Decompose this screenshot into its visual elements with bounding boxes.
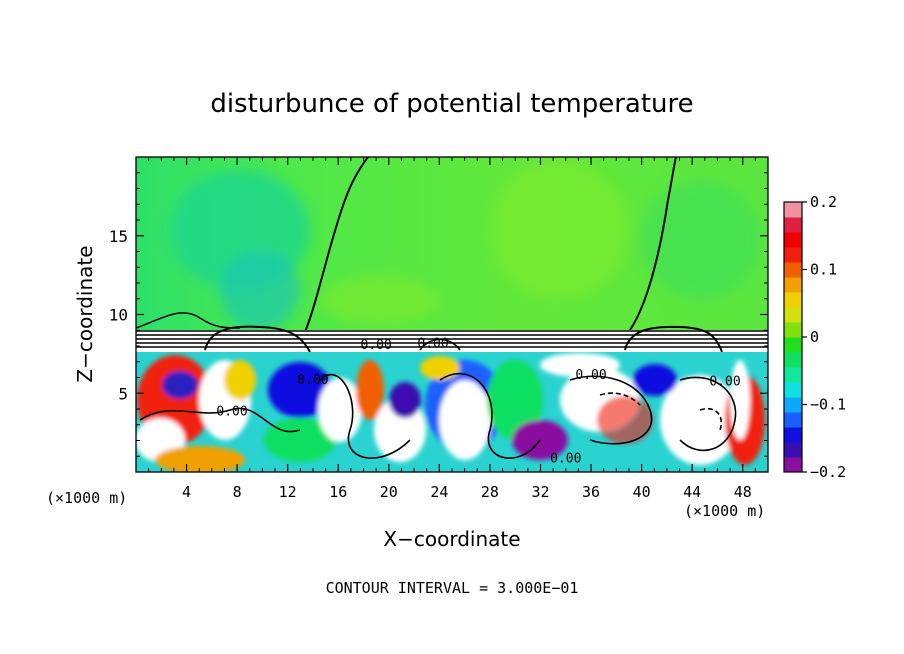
colorbar-segment — [784, 322, 802, 338]
x-tick-label: 24 — [430, 483, 448, 501]
contour-upper-3 — [136, 312, 241, 329]
colorbar-tick-label: −0.2 — [810, 463, 846, 481]
y-axis-label: Z−coordinate — [73, 245, 97, 382]
y-axis: 5 10 15 — [109, 172, 768, 457]
colorbar-segment — [784, 457, 802, 473]
contour-label: 0.00 — [216, 404, 247, 419]
tropopause-band — [136, 330, 768, 352]
x-tick-label: 48 — [734, 483, 752, 501]
x-axis-unit-left: (×1000 m) — [46, 489, 127, 507]
contour-labels: 0.00 0.00 0.00 0.00 0.00 0.00 0.00 — [216, 337, 740, 467]
colorbar-segment — [784, 277, 802, 293]
x-tick-label: 8 — [233, 483, 242, 501]
colorbar-tick-label: −0.1 — [810, 396, 846, 414]
x-tick-label: 12 — [279, 483, 297, 501]
colorbar-segment — [784, 397, 802, 413]
colorbar-segment — [784, 217, 802, 233]
upper-field-variation — [170, 160, 760, 330]
y-tick-label: 5 — [118, 384, 128, 403]
lower-field-blobs — [136, 353, 765, 472]
colorbar-segment — [784, 262, 802, 278]
contour-label: 0.00 — [361, 338, 392, 353]
colorbar-segment — [784, 337, 802, 353]
x-tick-label: 4 — [182, 483, 191, 501]
colorbar-segment — [784, 412, 802, 428]
x-tick-label: 44 — [683, 483, 701, 501]
colorbar-segment — [784, 292, 802, 308]
chart-title: disturbunce of potential temperature — [210, 89, 693, 119]
colorbar-tick-label: 0 — [810, 328, 819, 346]
contour-upper-1 — [304, 157, 369, 333]
x-tick-label: 28 — [481, 483, 499, 501]
x-tick-label: 20 — [380, 483, 398, 501]
y-tick-label: 10 — [109, 306, 128, 325]
x-axis-label: X−coordinate — [383, 527, 520, 551]
contour-interval-note: CONTOUR INTERVAL = 3.000E−01 — [326, 579, 579, 597]
colorbar-segment — [784, 367, 802, 383]
colorbar-segment — [784, 427, 802, 443]
contour-label: 0.00 — [575, 368, 606, 383]
colorbar-segment — [784, 382, 802, 398]
contour-label: 0.00 — [709, 374, 740, 389]
contour-label: 0.00 — [297, 373, 328, 388]
colorbar-segment — [784, 307, 802, 323]
x-tick-label: 40 — [633, 483, 651, 501]
lower-contours — [139, 373, 737, 459]
x-tick-label: 16 — [329, 483, 347, 501]
tropopause-lines — [136, 325, 768, 353]
colorbar-segment — [784, 442, 802, 458]
contour-label: 0.00 — [417, 337, 448, 352]
y-tick-label: 15 — [109, 227, 128, 246]
contour-upper-2 — [629, 157, 677, 331]
x-tick-label: 32 — [531, 483, 549, 501]
contour-label: 0.00 — [550, 452, 581, 467]
colorbar-segment — [784, 232, 802, 248]
plot-area — [136, 157, 768, 472]
colorbar: 0.2 0.1 0 −0.1 −0.2 — [783, 193, 846, 481]
x-tick-label: 36 — [582, 483, 600, 501]
colorbar-tick-label: 0.1 — [810, 261, 837, 279]
x-axis-unit-right: (×1000 m) — [684, 502, 765, 520]
colorbar-segment — [784, 247, 802, 263]
x-axis: 4 8 12 16 20 24 28 32 36 40 44 48 — [148, 157, 756, 501]
colorbar-segment — [784, 352, 802, 368]
colorbar-tick-label: 0.2 — [810, 193, 837, 211]
colorbar-segment — [784, 202, 802, 218]
